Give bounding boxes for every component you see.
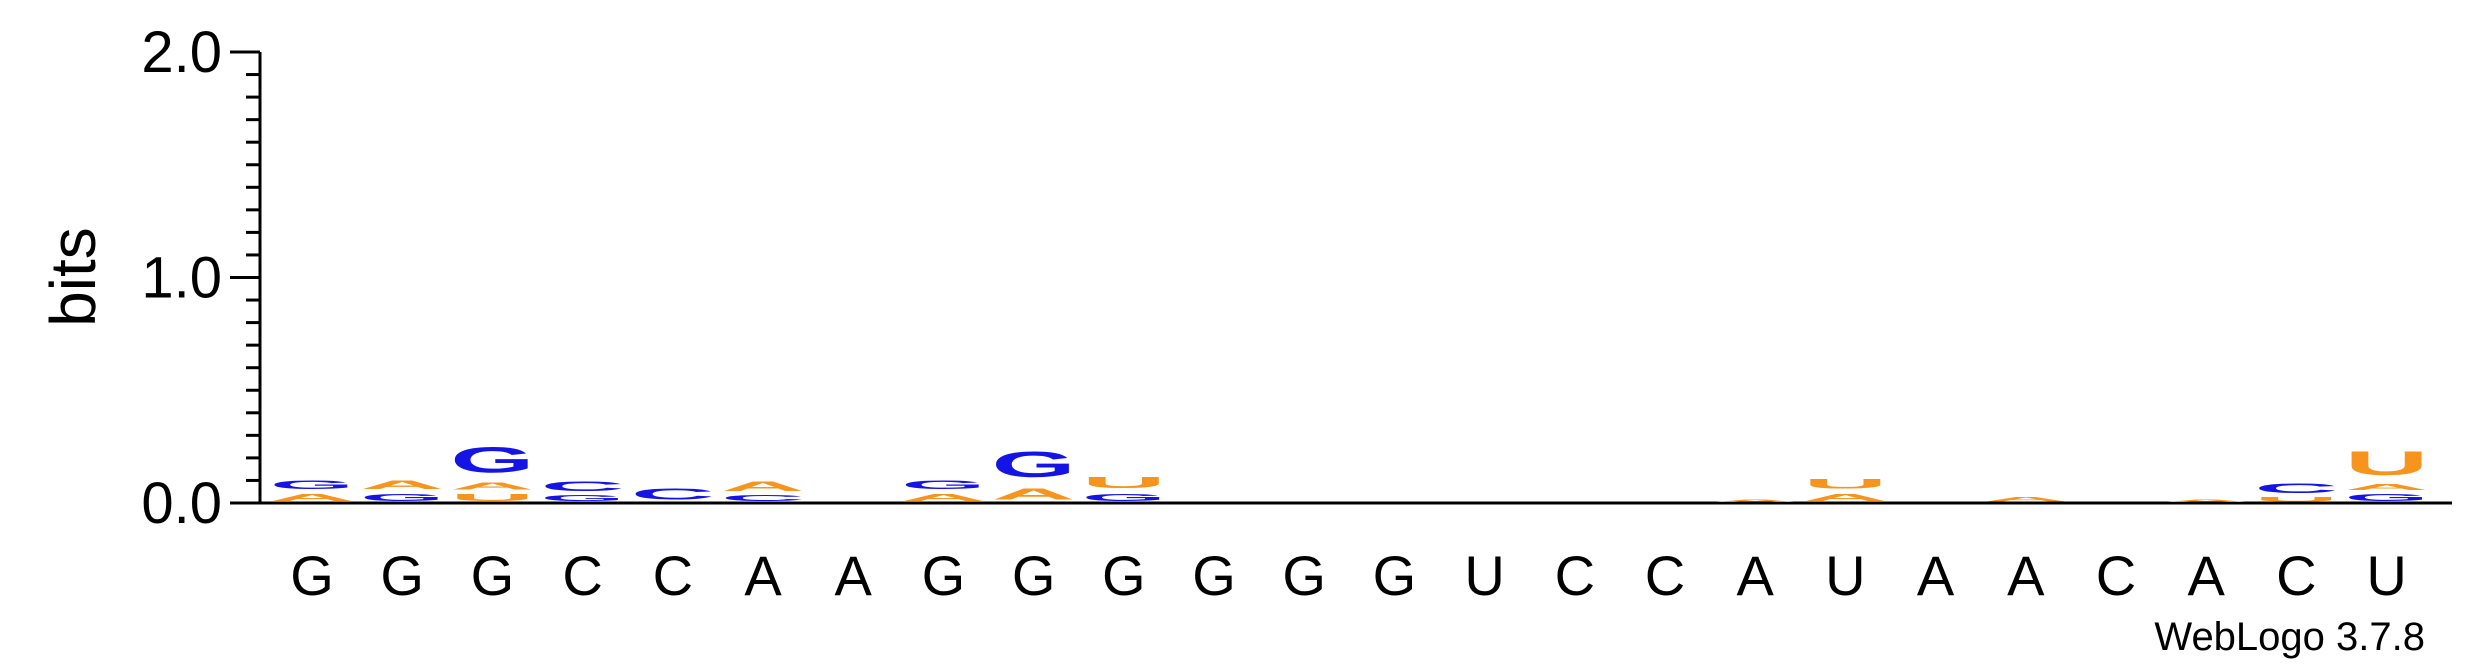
logo-glyph-a-pos-22: A (2164, 499, 2248, 503)
logo-glyph-a-pos-9: A (992, 485, 1076, 503)
y-axis-label: bits (37, 227, 109, 327)
axis-layer (258, 52, 2452, 505)
logo-glyph-a-pos-2: A (360, 478, 444, 492)
x-position-label: G (1192, 544, 1236, 607)
x-position-label: G (471, 544, 515, 607)
x-position-label: U (1464, 544, 1504, 607)
logo-glyph-c-pos-4: C (541, 478, 625, 494)
x-position-label: G (1102, 544, 1146, 607)
x-position-label: G (380, 544, 424, 607)
logo-glyph-u-pos-18: U (1803, 476, 1887, 492)
x-position-label: C (562, 544, 602, 607)
logo-glyph-g-pos-3: G (450, 440, 534, 481)
x-position-label: G (290, 544, 334, 607)
logo-glyph-u-pos-10: U (1082, 474, 1166, 492)
x-position-label: C (653, 544, 693, 607)
logo-glyph-a-pos-3: A (450, 480, 534, 491)
x-position-label: C (1555, 544, 1595, 607)
x-position-label: A (2007, 544, 2045, 607)
logo-glyph-a-pos-24: A (2345, 483, 2429, 492)
x-position-label: C (2276, 544, 2316, 607)
logo-glyph-g-pos-10: G (1082, 492, 1166, 503)
x-position-label: U (2366, 544, 2406, 607)
logo-glyph-a-pos-8: A (901, 492, 985, 503)
logo-glyph-c-pos-6: C (721, 494, 805, 503)
logo-glyph-a-pos-17: A (1713, 499, 1797, 503)
x-position-label: A (1737, 544, 1775, 607)
logo-glyph-g-pos-9: G (992, 445, 1076, 486)
weblogo-credit: WebLogo 3.7.8 (2154, 615, 2425, 659)
x-position-label: G (1373, 544, 1417, 607)
logo-glyph-g-pos-8: G (901, 478, 985, 492)
y-tick-label: 0.0 (141, 471, 222, 536)
logo-glyph-u-pos-24: U (2345, 444, 2429, 482)
y-tick-layer: 0.0 1.0 2.0 (141, 20, 260, 536)
x-position-label: C (2096, 544, 2136, 607)
logo-glyph-g-pos-2: G (360, 492, 444, 503)
logo-glyph-c-pos-23: C (2254, 480, 2338, 496)
x-position-label: G (1012, 544, 1056, 607)
logo-glyph-u-pos-3: U (450, 492, 534, 503)
logo-glyph-a-pos-18: A (1803, 492, 1887, 503)
x-position-label: C (1645, 544, 1685, 607)
logo-glyph-a-pos-20: A (1984, 496, 2068, 503)
logo-glyph-c-pos-5: C (631, 485, 715, 503)
x-position-label: G (922, 544, 966, 607)
logo-glyph-g-pos-24: G (2345, 492, 2429, 503)
logo-glyph-a-pos-1: A (270, 492, 354, 503)
y-tick-label: 1.0 (141, 246, 222, 311)
logo-glyph-u-pos-23: U (2254, 496, 2338, 503)
logo-glyph-g-pos-1: G (270, 478, 354, 492)
x-position-label: A (744, 544, 782, 607)
logo-glyph-a-pos-6: A (721, 478, 805, 494)
logo-glyph-g-pos-4: G (541, 494, 625, 503)
x-position-label: U (1825, 544, 1865, 607)
y-tick-label: 2.0 (141, 20, 222, 85)
x-position-label: A (1917, 544, 1955, 607)
x-position-label: A (835, 544, 873, 607)
x-position-label: G (1282, 544, 1326, 607)
x-position-label: A (2188, 544, 2226, 607)
